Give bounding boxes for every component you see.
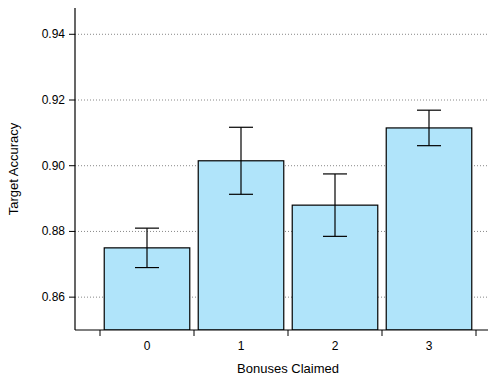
y-axis bbox=[74, 8, 75, 330]
chart-container: 0.86 0.88 0.90 0.92 0.94 0 1 2 3 Bonuses Claimed T… bbox=[0, 0, 500, 380]
y-tick bbox=[69, 100, 75, 101]
y-tick-label: 0.94 bbox=[42, 27, 66, 41]
error-line bbox=[334, 174, 335, 236]
x-axis bbox=[75, 329, 488, 330]
bars bbox=[104, 110, 472, 330]
error-bar bbox=[229, 127, 253, 194]
x-band-tick bbox=[194, 330, 195, 336]
x-band-tick bbox=[476, 330, 477, 336]
error-line bbox=[146, 228, 147, 267]
error-bar bbox=[135, 228, 159, 267]
error-cap bbox=[229, 127, 253, 128]
y-tick bbox=[69, 34, 75, 35]
y-tick-label: 0.92 bbox=[42, 93, 66, 107]
y-axis-label: Target Accuracy bbox=[6, 122, 21, 215]
error-cap bbox=[323, 236, 347, 237]
bar bbox=[386, 128, 472, 330]
error-cap bbox=[323, 173, 347, 174]
chart-svg: 0.86 0.88 0.90 0.92 0.94 0 1 2 3 Bonuses Claimed T… bbox=[0, 0, 500, 380]
x-tick-label: 1 bbox=[238, 339, 245, 353]
x-band-tick bbox=[100, 330, 101, 336]
error-bar bbox=[323, 174, 347, 236]
y-tick bbox=[69, 165, 75, 166]
error-cap bbox=[417, 110, 441, 111]
y-tick-label: 0.88 bbox=[42, 224, 66, 238]
x-tick-label: 3 bbox=[426, 339, 433, 353]
x-tick-label: 0 bbox=[144, 339, 151, 353]
error-line bbox=[240, 127, 241, 194]
grid-line bbox=[75, 100, 488, 101]
x-band-tick bbox=[382, 330, 383, 336]
x-axis-label: Bonuses Claimed bbox=[237, 361, 339, 376]
x-band-tick bbox=[288, 330, 289, 336]
error-bar bbox=[417, 110, 441, 145]
grid-line bbox=[75, 34, 488, 35]
error-cap bbox=[135, 228, 159, 229]
y-tick-label: 0.90 bbox=[42, 159, 66, 173]
error-cap bbox=[135, 267, 159, 268]
y-tick bbox=[69, 231, 75, 232]
y-tick bbox=[69, 297, 75, 298]
error-cap bbox=[417, 145, 441, 146]
error-cap bbox=[229, 194, 253, 195]
x-tick-label: 2 bbox=[332, 339, 339, 353]
y-tick-label: 0.86 bbox=[42, 290, 66, 304]
error-line bbox=[428, 110, 429, 145]
